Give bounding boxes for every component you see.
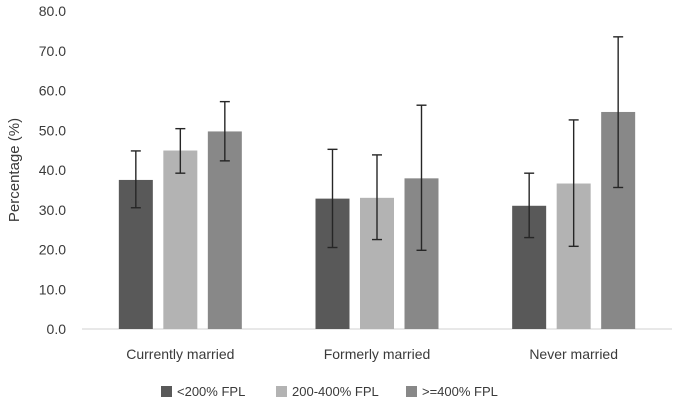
error-bars [130, 36, 624, 251]
legend-label-0: <200% FPL [177, 384, 245, 399]
y-axis-ticks: 0.0 10.0 20.0 30.0 40.0 50.0 60.0 70.0 80.0 [39, 3, 66, 337]
category-label: Never married [529, 346, 618, 362]
y-tick-label: 0.0 [47, 321, 67, 337]
y-tick-label: 80.0 [39, 3, 66, 19]
legend-label-1: 200-400% FPL [292, 384, 379, 399]
category-label: Formerly married [324, 346, 431, 362]
legend-swatch-0 [161, 386, 172, 397]
legend-label-2: >=400% FPL [422, 384, 498, 399]
category-labels: Currently married Formerly married Never m… [126, 346, 618, 362]
legend-swatch-2 [406, 386, 417, 397]
y-tick-label: 10.0 [39, 281, 66, 297]
y-axis-title: Percentage (%) [6, 118, 23, 222]
category-label: Currently married [126, 346, 234, 362]
y-tick-label: 40.0 [39, 162, 66, 178]
legend: <200% FPL 200-400% FPL >=400% FPL [161, 384, 498, 399]
bar-0-2 [207, 131, 242, 329]
y-tick-label: 20.0 [39, 242, 66, 258]
y-tick-label: 60.0 [39, 83, 66, 99]
y-tick-label: 50.0 [39, 122, 66, 138]
y-tick-label: 70.0 [39, 43, 66, 59]
y-tick-label: 30.0 [39, 202, 66, 218]
bar-0-1 [163, 150, 198, 329]
legend-swatch-1 [276, 386, 287, 397]
